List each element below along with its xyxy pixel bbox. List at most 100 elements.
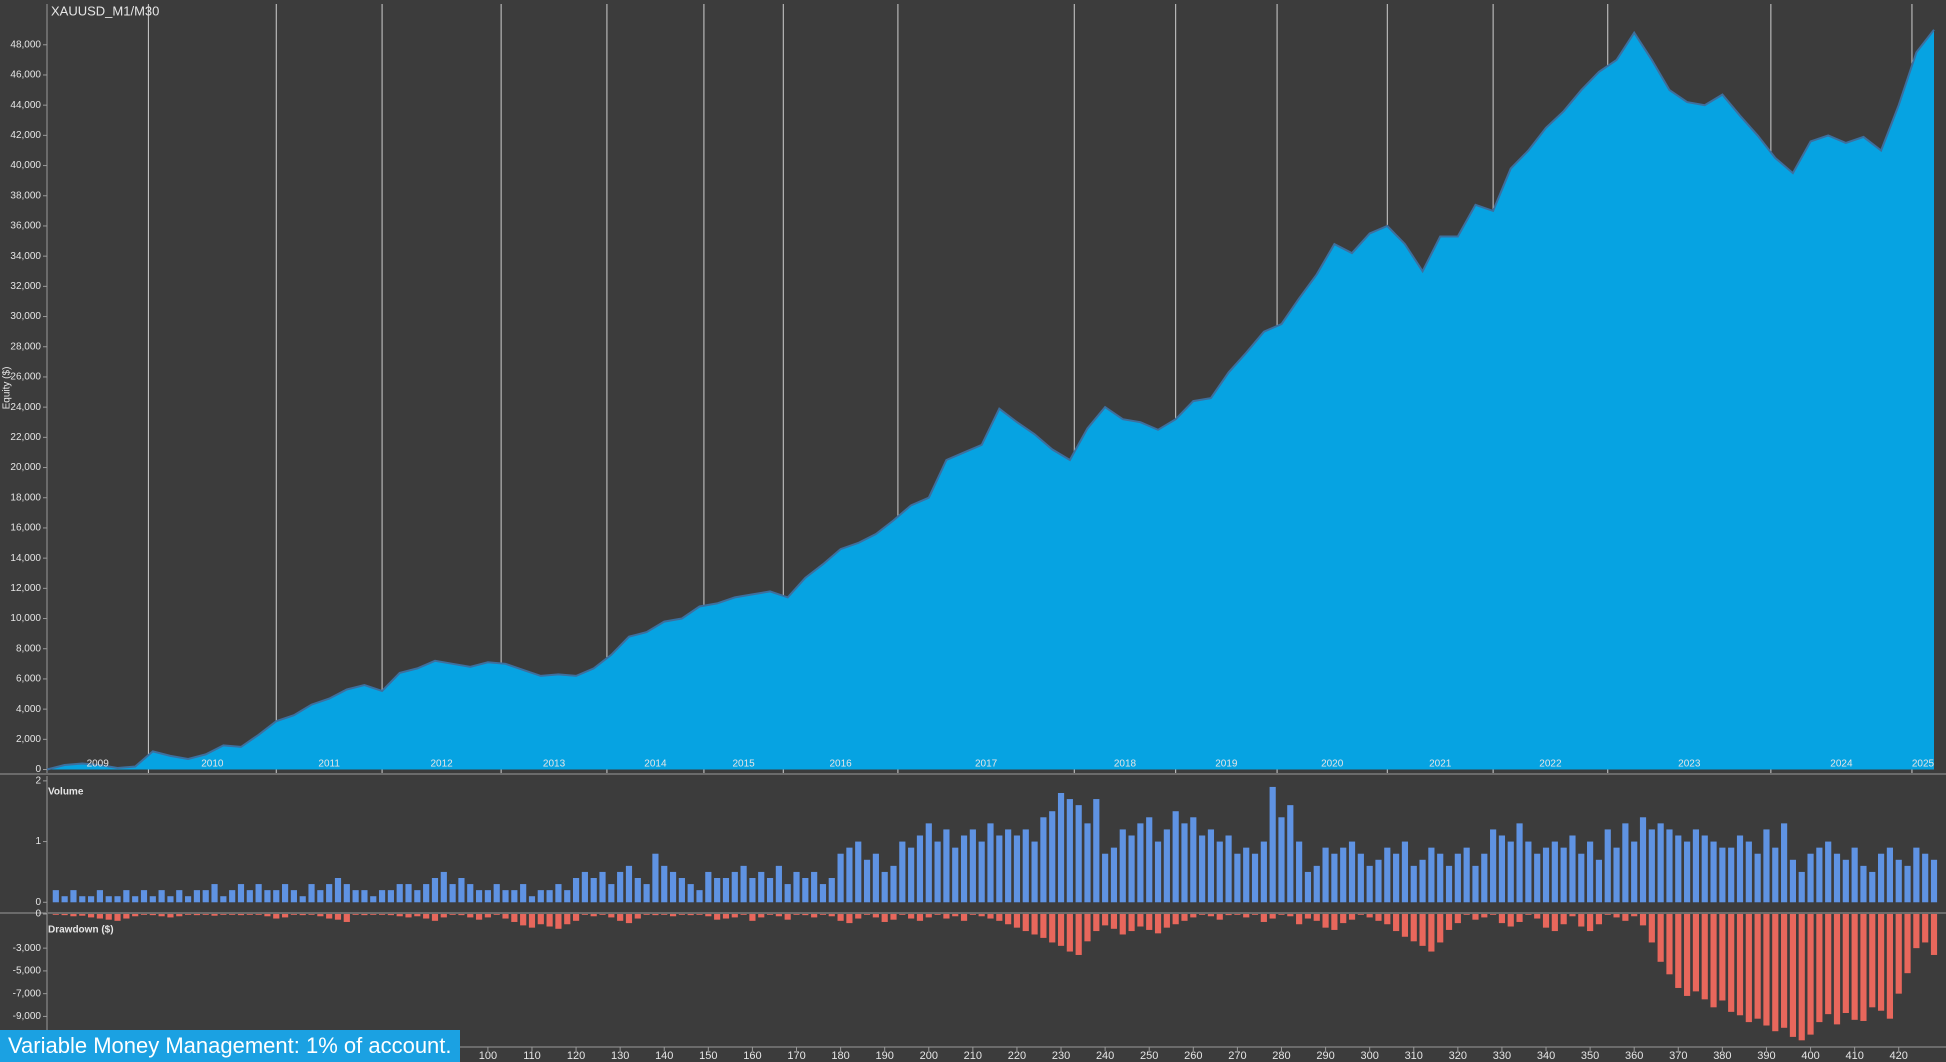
bar <box>1763 914 1770 1026</box>
bar <box>1049 811 1056 903</box>
bar <box>520 914 527 926</box>
bar <box>608 884 615 903</box>
bar <box>555 914 562 929</box>
bar <box>132 914 139 917</box>
bar <box>811 871 818 903</box>
bar <box>1542 914 1550 928</box>
bar <box>863 859 871 903</box>
bar <box>1357 914 1364 915</box>
bar <box>114 896 121 903</box>
bar <box>811 914 818 918</box>
bar <box>572 914 580 921</box>
bar <box>652 914 659 916</box>
bar <box>1745 914 1752 1023</box>
x-tick-label: 420 <box>1890 1050 1908 1062</box>
bar <box>1163 914 1170 928</box>
year-label: 2024 <box>1830 759 1853 770</box>
bar <box>731 871 738 903</box>
bar <box>114 914 121 921</box>
bar <box>1692 829 1700 903</box>
bar <box>714 914 721 920</box>
year-label: 2009 <box>87 759 110 770</box>
bar <box>925 823 932 903</box>
y-tick-label: -5,000 <box>13 966 42 977</box>
bar <box>1410 914 1417 942</box>
bar <box>1066 799 1073 903</box>
bar <box>264 914 271 917</box>
y-tick-label: 40,000 <box>10 160 41 171</box>
bar <box>537 914 544 925</box>
bar <box>1084 823 1091 903</box>
bar <box>1860 865 1867 903</box>
equity-line <box>46 29 1935 771</box>
bar <box>996 835 1003 903</box>
bar <box>564 890 571 903</box>
bar <box>361 890 368 903</box>
bar <box>1904 914 1911 974</box>
bar <box>863 914 871 915</box>
bar <box>1472 865 1479 903</box>
bar <box>1225 914 1232 916</box>
bar <box>96 890 103 903</box>
x-tick-label: 160 <box>743 1050 761 1062</box>
x-tick-label: 350 <box>1581 1050 1599 1062</box>
bar <box>1445 914 1453 930</box>
bar <box>617 871 624 903</box>
bar <box>1825 914 1832 1015</box>
bar <box>1410 865 1417 903</box>
bar <box>1930 914 1938 955</box>
bar <box>1304 871 1312 903</box>
bar <box>1137 823 1144 903</box>
y-tick-label: 6,000 <box>16 674 41 685</box>
bar <box>326 884 333 903</box>
y-tick-label: 24,000 <box>10 402 41 413</box>
bar <box>290 890 297 903</box>
bar <box>414 914 421 917</box>
bar <box>987 914 994 919</box>
y-tick-label: 0 <box>35 764 41 775</box>
bar <box>1507 841 1514 903</box>
bar <box>1437 914 1444 943</box>
x-tick-label: 110 <box>523 1050 541 1062</box>
bar <box>52 890 59 903</box>
bar <box>740 865 747 903</box>
bar <box>687 884 694 903</box>
bar <box>378 914 386 915</box>
bar <box>1172 914 1179 925</box>
bar <box>1772 914 1779 1032</box>
bar <box>211 914 218 916</box>
bar <box>1569 835 1576 903</box>
bar <box>1816 914 1823 1023</box>
bar <box>211 884 218 903</box>
bar <box>784 884 791 903</box>
bar <box>775 865 782 903</box>
bar <box>634 878 641 903</box>
bar <box>1243 847 1250 903</box>
bar <box>370 914 377 915</box>
year-label: 2025 <box>1912 759 1935 770</box>
bar <box>599 871 606 903</box>
bar <box>1639 817 1647 903</box>
x-tick-label: 130 <box>611 1050 629 1062</box>
bar <box>61 896 68 903</box>
bar <box>1146 914 1153 930</box>
bar <box>1340 914 1347 924</box>
bar <box>1781 914 1788 1028</box>
bar <box>1190 817 1197 903</box>
bar <box>687 914 694 916</box>
bar <box>1684 841 1691 903</box>
x-tick-label: 320 <box>1449 1050 1467 1062</box>
bar <box>1075 914 1082 955</box>
y-tick-label: 18,000 <box>10 492 41 503</box>
bar <box>449 884 456 903</box>
bar <box>1401 841 1409 903</box>
bar <box>1102 914 1109 926</box>
bar <box>1331 914 1338 930</box>
bar <box>1119 914 1126 935</box>
bar <box>1190 914 1197 918</box>
bar <box>934 841 941 903</box>
bar <box>502 890 509 903</box>
bar <box>1384 914 1391 925</box>
bar <box>581 871 588 903</box>
